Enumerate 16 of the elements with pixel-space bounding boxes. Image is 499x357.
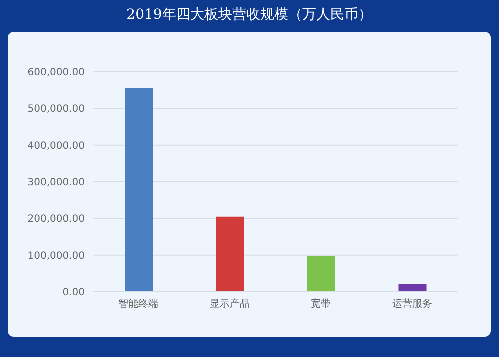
- bar: [308, 256, 336, 292]
- y-tick-label: 500,000.00: [28, 104, 85, 116]
- bar: [216, 216, 244, 292]
- y-tick-label: 400,000.00: [28, 140, 85, 152]
- x-tick-label: 智能终端: [118, 298, 159, 310]
- x-tick-label: 运营服务: [392, 298, 432, 310]
- bar: [125, 88, 153, 292]
- y-tick-label: 200,000.00: [28, 214, 85, 226]
- y-tick-label: 600,000.00: [28, 68, 85, 79]
- bar: [398, 284, 427, 292]
- chart-title: 2019年四大板块营收规模（万人民币）: [126, 6, 374, 24]
- x-tick-label: 显示产品: [210, 298, 250, 310]
- y-tick-label: 100,000.00: [28, 250, 85, 262]
- y-tick-label: 300,000.00: [28, 178, 85, 189]
- y-tick-label: 0.00: [62, 288, 85, 299]
- x-tick-label: 宽带: [311, 298, 332, 310]
